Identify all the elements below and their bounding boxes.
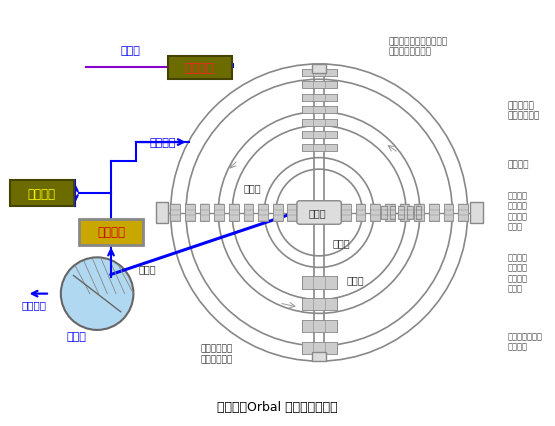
Bar [356,204,365,222]
Bar [199,204,209,222]
Text: 脱水机房: 脱水机房 [28,187,56,200]
Text: 污水源: 污水源 [120,46,140,56]
Bar [258,204,268,222]
Bar [170,204,180,222]
Bar [302,277,336,289]
Bar [390,206,395,220]
Text: 第二沟和
第三沟曝
气转碟驱
动装置: 第二沟和 第三沟曝 气转碟驱 动装置 [508,253,528,293]
Text: 第一沟: 第一沟 [347,274,365,284]
Bar [416,206,421,220]
FancyBboxPatch shape [9,181,73,207]
Bar [414,204,424,222]
Ellipse shape [61,258,133,330]
Bar [302,69,336,77]
Bar [302,342,336,354]
Text: 曝气转碟: 曝气转碟 [508,159,529,169]
Bar [443,204,453,222]
Bar [302,320,336,333]
Text: 污水（经隔栅和除砂后）
通常只进到第一沟: 污水（经隔栅和除砂后） 通常只进到第一沟 [388,37,448,57]
Bar [302,144,336,151]
Bar [302,82,336,89]
Text: 第一沟曝气转碟
驱动装置: 第一沟曝气转碟 驱动装置 [508,331,543,351]
Text: 传输孔: 传输孔 [244,182,261,193]
Text: 出水管: 出水管 [138,263,156,273]
Bar [429,204,439,222]
Bar [341,204,351,222]
Bar [370,204,380,222]
Text: 第三沟: 第三沟 [308,208,326,218]
Bar [302,95,336,101]
Bar [312,352,326,361]
Text: 第一沟和
第二沟曝
气转碟驱
动装置: 第一沟和 第二沟曝 气转碟驱 动装置 [508,191,528,231]
Text: 二沉池: 二沉池 [67,331,87,342]
Text: 提升泵井: 提升泵井 [185,62,215,75]
Bar [458,204,468,222]
Bar [155,202,168,224]
Bar [185,204,195,222]
FancyBboxPatch shape [79,219,143,245]
Bar [244,204,253,222]
FancyBboxPatch shape [297,201,341,225]
Text: 回流污泥通常
只进到第一沟: 回流污泥通常 只进到第一沟 [200,344,233,363]
Bar [471,202,483,224]
Bar [229,204,239,222]
Bar [400,204,410,222]
Bar [302,119,336,127]
Text: 第二沟: 第二沟 [333,238,351,248]
Bar [381,206,387,220]
Bar [214,204,224,222]
FancyBboxPatch shape [168,56,232,80]
Text: 至接触池: 至接触池 [21,299,46,310]
Bar [302,107,336,114]
Text: 增强脱氮的
混合液内回流: 增强脱氮的 混合液内回流 [508,101,540,121]
Bar [302,132,336,139]
Bar [302,299,336,311]
Text: 污泥泵房: 污泥泵房 [97,226,125,239]
Text: 回流污泥: 回流污泥 [150,138,176,148]
Bar [407,206,413,220]
Bar [385,204,395,222]
Text: （图一）Orbal 氧化沟工艺简图: （图一）Orbal 氧化沟工艺简图 [217,400,338,413]
Bar [398,206,404,220]
Bar [287,204,297,222]
Bar [273,204,282,222]
Bar [312,65,326,74]
